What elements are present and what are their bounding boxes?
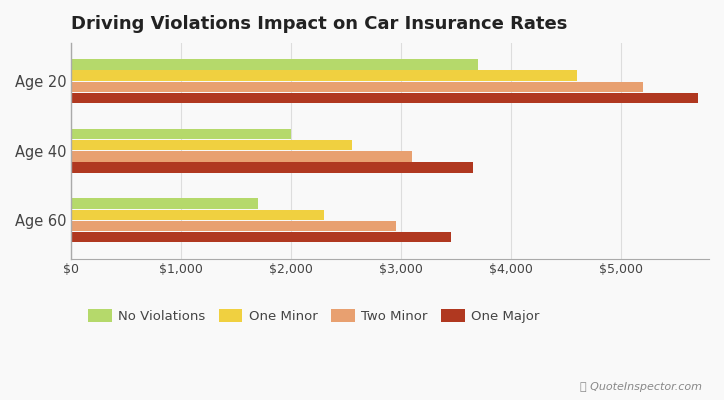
- Bar: [72, 59, 478, 70]
- Bar: [72, 232, 451, 242]
- Bar: [72, 162, 473, 173]
- Bar: [72, 93, 698, 103]
- Legend: No Violations, One Minor, Two Minor, One Major: No Violations, One Minor, Two Minor, One…: [83, 304, 545, 328]
- Bar: [72, 82, 643, 92]
- Text: Driving Violations Impact on Car Insurance Rates: Driving Violations Impact on Car Insuran…: [72, 15, 568, 33]
- Bar: [72, 129, 291, 139]
- Bar: [72, 210, 324, 220]
- Text: Ⓠ QuoteInspector.com: Ⓠ QuoteInspector.com: [580, 382, 702, 392]
- Bar: [72, 221, 396, 231]
- Bar: [72, 70, 577, 81]
- Bar: [72, 198, 258, 209]
- Bar: [72, 151, 412, 162]
- Bar: [72, 140, 352, 150]
